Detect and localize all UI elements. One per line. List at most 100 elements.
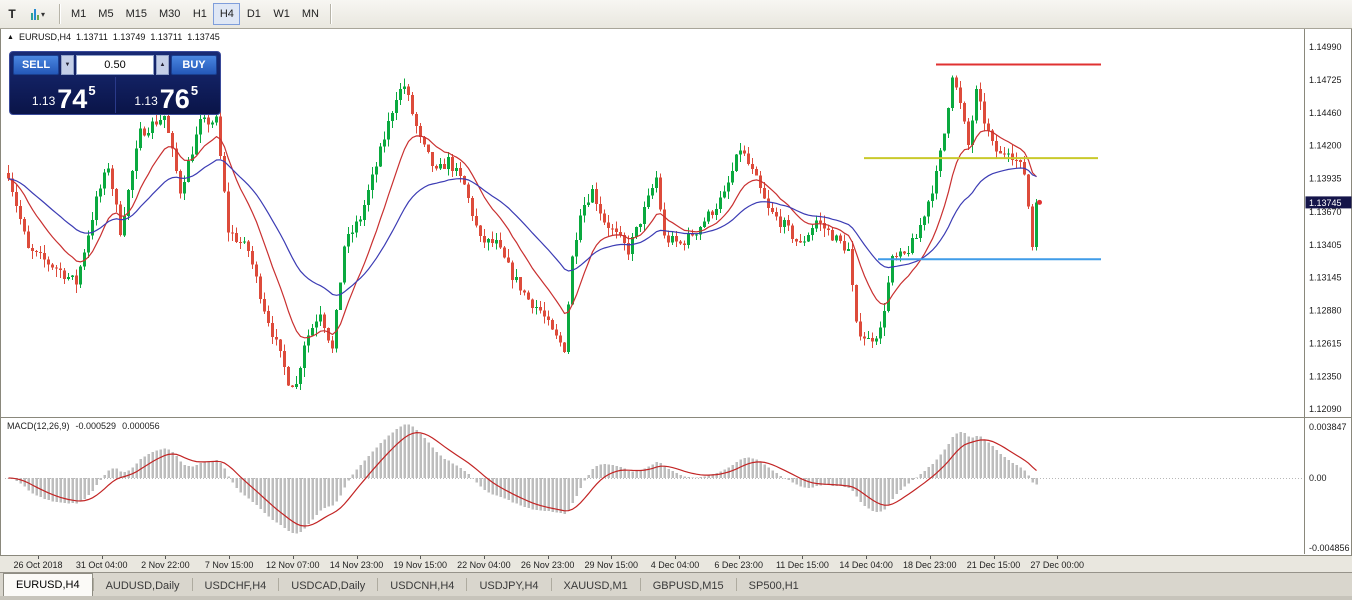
chart-tab-usdcnh-h4[interactable]: USDCNH,H4 — [378, 575, 466, 596]
chevron-down-icon: ▾ — [40, 9, 45, 19]
chart-tab-sp500-h1[interactable]: SP500,H1 — [737, 575, 811, 596]
macd-bar — [619, 466, 622, 478]
macd-bar — [343, 478, 346, 488]
volume-increase-button[interactable]: ▲ — [156, 55, 169, 75]
timeframe-button-d1[interactable]: D1 — [240, 3, 267, 25]
tab-separator — [377, 578, 379, 591]
macd-bar — [655, 461, 658, 478]
candle-body — [935, 171, 938, 194]
candle-body — [775, 212, 778, 217]
time-axis-label: 6 Dec 23:00 — [714, 560, 763, 570]
timeframe-button-m30[interactable]: M30 — [153, 3, 186, 25]
macd-bar — [351, 474, 354, 478]
tab-separator — [550, 578, 552, 591]
candle-body — [647, 195, 650, 207]
macd-bar — [339, 478, 342, 496]
timeframe-button-m15[interactable]: M15 — [120, 3, 153, 25]
time-axis-label: 21 Dec 15:00 — [966, 560, 1021, 570]
macd-bar — [963, 433, 966, 478]
chart-tab-usdjpy-h4[interactable]: USDJPY,H4 — [467, 575, 550, 596]
candle-body — [607, 222, 610, 229]
candle-body — [183, 182, 186, 194]
sell-button[interactable]: SELL — [13, 55, 59, 75]
macd-bar — [695, 477, 698, 479]
timeframe-button-m1[interactable]: M1 — [65, 3, 92, 25]
chart-tab-xauusd-m1[interactable]: XAUUSD,M1 — [552, 575, 640, 596]
price-chart-svg[interactable]: 1.14990 1.14725 1.14460 1.14200 1.13935 1.136… — [1, 29, 1352, 555]
text-annotation-tool-button[interactable]: T — [2, 3, 22, 25]
candle-body — [11, 178, 14, 192]
macd-bar — [471, 478, 474, 479]
candle-body — [179, 171, 182, 194]
price-axis-label: 1.13670 — [1309, 207, 1342, 217]
candle-body — [39, 252, 42, 254]
macd-bar — [99, 478, 102, 481]
macd-bar — [759, 461, 762, 478]
macd-bar — [431, 447, 434, 478]
macd-bar — [111, 468, 114, 478]
chart-window[interactable]: 1.14990 1.14725 1.14460 1.14200 1.13935 1.136… — [0, 29, 1352, 555]
candle-body — [175, 148, 178, 172]
macd-bar — [903, 478, 906, 487]
macd-bar — [571, 478, 574, 504]
candle-body — [127, 190, 130, 216]
timeframe-button-w1[interactable]: W1 — [267, 3, 296, 25]
chart-tab-gbpusd-m15[interactable]: GBPUSD,M15 — [641, 575, 736, 596]
macd-bar — [999, 453, 1002, 478]
macd-bar — [271, 478, 274, 521]
macd-bar — [211, 460, 214, 478]
chart-tab-audusd-daily[interactable]: AUDUSD,Daily — [94, 575, 192, 596]
timeframe-button-h4[interactable]: H4 — [213, 3, 241, 25]
chart-tab-usdcad-daily[interactable]: USDCAD,Daily — [279, 575, 377, 596]
chart-tab-usdchf-h4[interactable]: USDCHF,H4 — [193, 575, 279, 596]
macd-bar — [583, 478, 586, 481]
ohlc-open: 1.13711 — [75, 32, 108, 42]
candle-body — [843, 241, 846, 251]
macd-bar — [1007, 459, 1010, 478]
macd-bar — [403, 424, 406, 478]
candle-body — [539, 307, 542, 311]
candle-body — [491, 238, 494, 244]
macd-bar — [455, 465, 458, 478]
chart-tab-eurusd-h4[interactable]: EURUSD,H4 — [3, 573, 93, 596]
candle-body — [247, 241, 250, 252]
macd-bar — [983, 439, 986, 478]
macd-bar — [423, 438, 426, 478]
macd-bar — [991, 446, 994, 478]
volume-decrease-button[interactable]: ▼ — [61, 55, 74, 75]
ask-price: 1.13 76 5 — [114, 77, 218, 113]
macd-bar — [223, 468, 226, 478]
macd-bar — [191, 466, 194, 478]
macd-bar — [319, 478, 322, 511]
candle-body — [859, 321, 862, 337]
time-axis-tick — [356, 556, 358, 559]
macd-bar — [807, 478, 810, 488]
macd-bar — [107, 470, 110, 478]
candle-body — [167, 115, 170, 133]
timeframe-button-mn[interactable]: MN — [296, 3, 325, 25]
volume-input[interactable] — [76, 55, 154, 75]
candle-body — [403, 86, 406, 90]
time-axis-label: 14 Nov 23:00 — [329, 560, 384, 570]
time-axis[interactable]: 26 Oct 2018 31 Oct 04:00 2 Nov 22:00 7 Nov … — [0, 555, 1352, 572]
macd-bar — [979, 436, 982, 478]
macd-bar — [739, 459, 742, 478]
macd-indicator-header: MACD(12,26,9) -0.000529 0.000056 — [7, 421, 160, 431]
buy-button[interactable]: BUY — [171, 55, 217, 75]
macd-bar — [459, 468, 462, 478]
macd-bar — [163, 448, 166, 478]
macd-bar — [1027, 475, 1030, 478]
candle-body — [559, 335, 562, 343]
macd-bar — [235, 478, 238, 489]
macd-bar — [935, 459, 938, 478]
candle-body — [811, 228, 814, 235]
chart-type-dropdown-button[interactable]: ▾ — [22, 3, 54, 25]
macd-bar — [239, 478, 242, 493]
macd-bar — [707, 475, 710, 478]
macd-bar — [51, 478, 54, 502]
candle-body — [1027, 174, 1030, 207]
price-axis-label: 1.12615 — [1309, 339, 1342, 349]
macd-bar — [171, 452, 174, 478]
timeframe-button-h1[interactable]: H1 — [186, 3, 213, 25]
timeframe-button-m5[interactable]: M5 — [92, 3, 119, 25]
